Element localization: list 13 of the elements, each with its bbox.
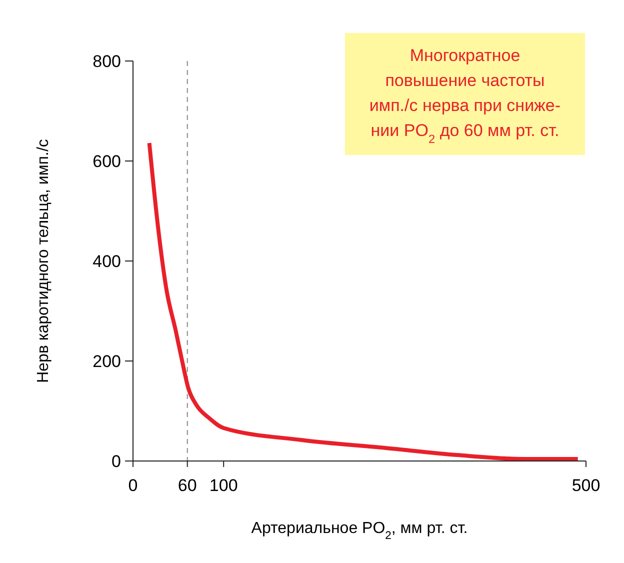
- y-axis-title: Нерв каротидного тельца, имп./с: [35, 139, 52, 383]
- x-tick-label: 0: [128, 476, 138, 495]
- x-tick-label: 500: [572, 476, 600, 495]
- y-tick-label: 800: [92, 52, 121, 71]
- x-axis-title: Артериальное PO$_{2}$, мм рт. ст.: [251, 520, 468, 542]
- y-tick-label: 400: [92, 252, 121, 271]
- y-tick-label: 200: [92, 352, 121, 371]
- x-tick-label: 60: [178, 476, 197, 495]
- x-tick-label: 100: [209, 476, 238, 495]
- y-tick-label: 600: [92, 152, 121, 171]
- y-tick-label: 0: [112, 452, 121, 471]
- line-series: [147, 141, 580, 461]
- annotation: Многократное повышение частоты имп./с нерва при сниже- нии PO$_{2}$ до 60 мм рт. ст.: [369, 46, 561, 146]
